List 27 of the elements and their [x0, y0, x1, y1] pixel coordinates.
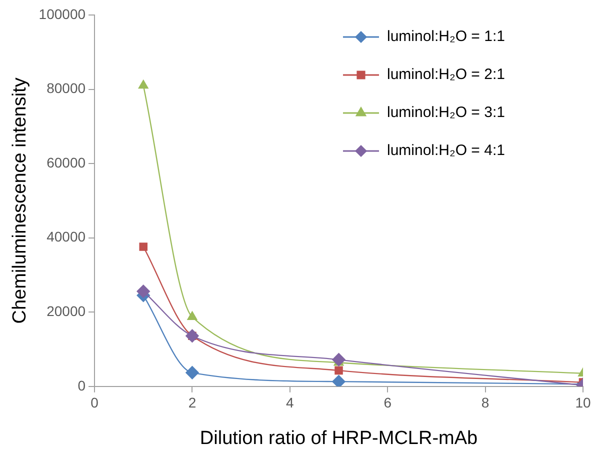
x-axis-title: Dilution ratio of HRP-MCLR-mAb [200, 428, 478, 449]
point [186, 366, 199, 380]
y-tick-label: 100000 [38, 6, 86, 22]
point [138, 80, 148, 89]
y-tick-label: 40000 [46, 228, 86, 245]
point [186, 329, 199, 342]
point [139, 242, 148, 251]
legend-label: luminol:H₂O = 2:1 [387, 66, 505, 84]
point [136, 284, 150, 298]
x-tick-label: 0 [90, 394, 99, 411]
legend-label: luminol:H₂O = 3:1 [387, 104, 505, 122]
x-tick-label: 2 [188, 394, 196, 411]
y-tick-label: 0 [78, 377, 86, 394]
y-tick-label: 80000 [46, 80, 86, 96]
x-tick-label: 4 [286, 394, 294, 411]
point [187, 311, 198, 320]
y-tick-label: 20000 [46, 302, 86, 319]
x-tick-label: 10 [575, 394, 591, 411]
point [332, 353, 346, 366]
x-tick-label: 8 [481, 394, 490, 411]
legend-label: luminol:H₂O = 4:1 [387, 142, 505, 160]
x-tick-label: 6 [384, 394, 392, 411]
point [332, 374, 346, 386]
legend-label: luminol:H₂O = 1:1 [387, 28, 505, 46]
point [334, 366, 343, 375]
y-tick-label: 60000 [46, 154, 86, 170]
y-axis-title: Chemiluminescence intensity [10, 77, 31, 324]
